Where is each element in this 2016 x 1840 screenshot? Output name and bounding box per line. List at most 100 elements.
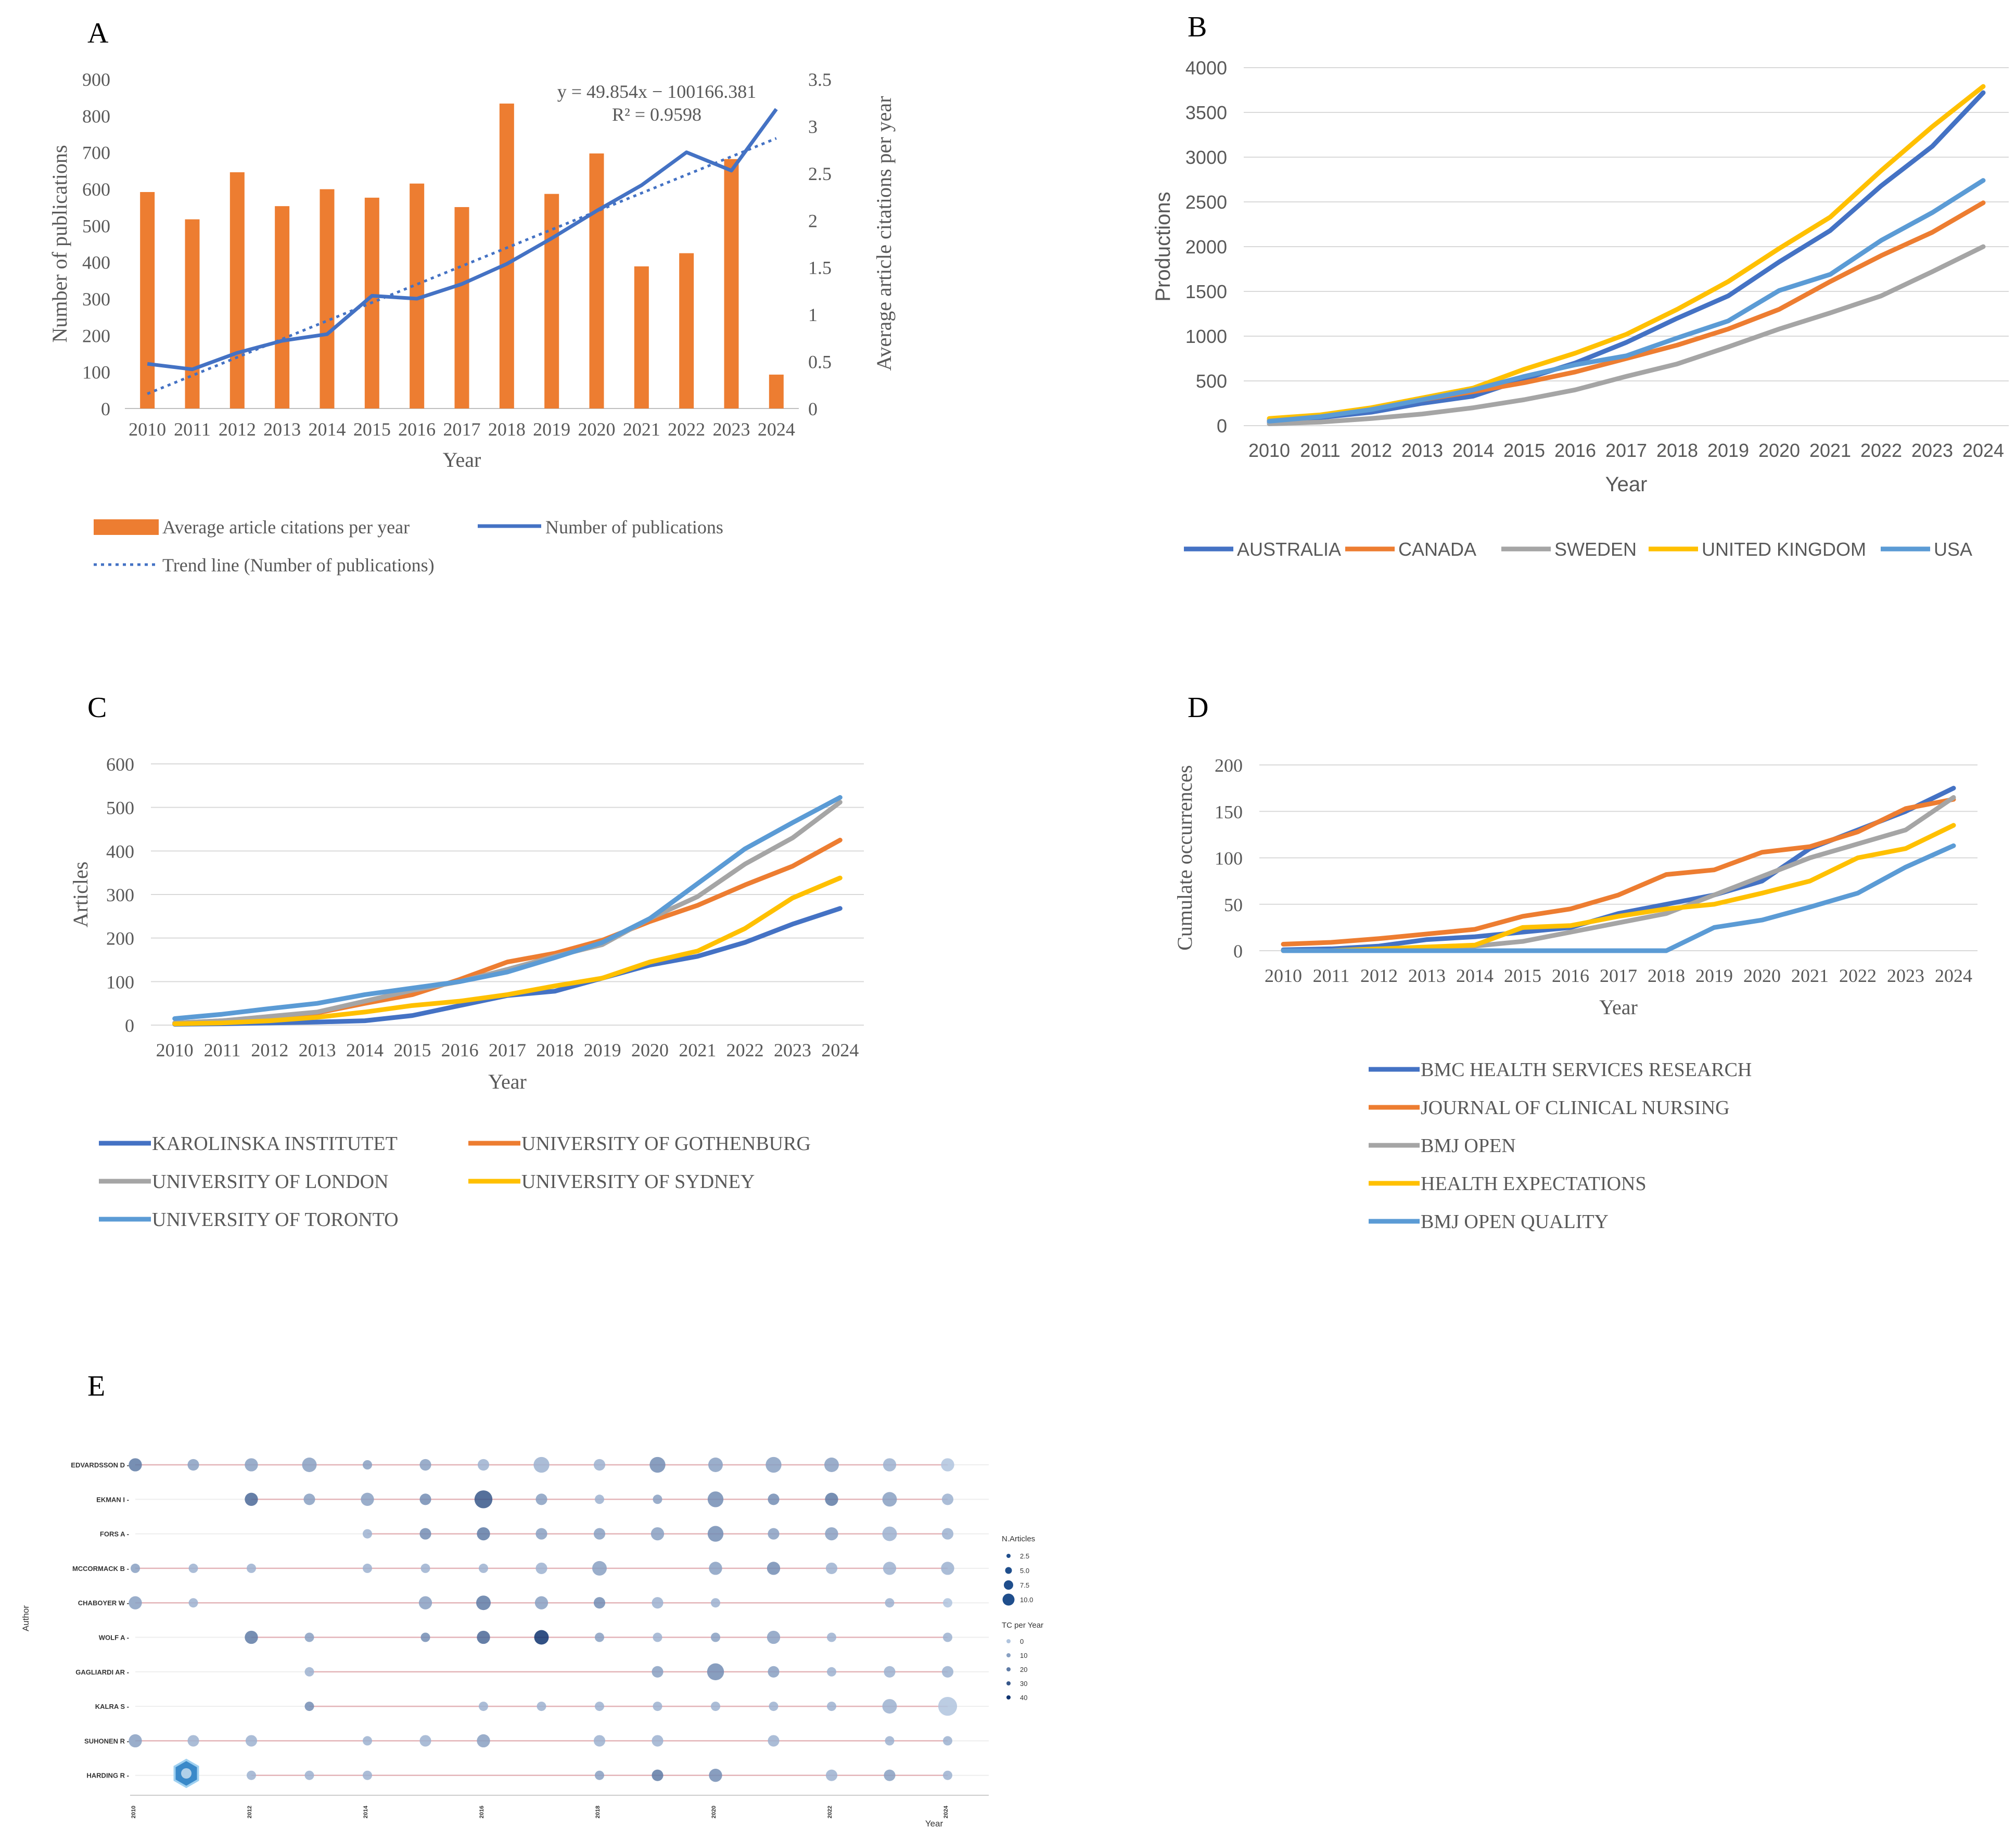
author-year-point	[245, 1492, 258, 1506]
y-tick-label: 800	[82, 106, 110, 126]
y-tick-label: 600	[106, 754, 134, 775]
panel-letter: A	[87, 17, 109, 49]
bar	[589, 153, 604, 408]
y-tick-label: 0	[125, 1015, 134, 1036]
author-year-point	[707, 1491, 724, 1507]
x-tick-label: 2022	[1839, 965, 1877, 986]
author-label: EKMAN I -	[96, 1496, 129, 1503]
bar	[769, 374, 784, 408]
author-year-point	[535, 1562, 547, 1574]
legend-label: UNIVERSITY OF SYDNEY	[521, 1171, 755, 1193]
author-year-point	[885, 1736, 895, 1746]
legend-label: Average article citations per year	[162, 517, 410, 538]
series-line-university-of-london	[172, 800, 843, 1026]
author-year-point	[304, 1667, 314, 1677]
series-line-sweden	[1267, 244, 1986, 427]
x-tick-label: 2019	[533, 419, 570, 440]
author-year-point	[304, 1702, 314, 1711]
author-year-point	[363, 1563, 372, 1573]
x-tick-label: 2016	[1554, 440, 1596, 461]
x-tick-label: 2020	[711, 1806, 717, 1818]
x-tick-label: 2018	[1648, 965, 1685, 986]
legend-label: Trend line (Number of publications)	[162, 555, 435, 576]
publications-line	[147, 108, 778, 372]
author-year-point	[419, 1735, 431, 1747]
x-tick-label: 2012	[1360, 965, 1398, 986]
author-year-point	[827, 1667, 836, 1677]
x-tick-label: 2024	[821, 1040, 859, 1060]
bar	[724, 159, 739, 408]
bar	[140, 192, 155, 408]
author-year-point	[824, 1458, 839, 1472]
series-line-united-kingdom	[1267, 84, 1986, 421]
x-tick-label: 2014	[346, 1040, 384, 1060]
x-tick-label: 2019	[584, 1040, 621, 1060]
author-year-point	[479, 1563, 488, 1573]
x-tick-label: 2011	[1300, 440, 1340, 461]
x-tick-label: 2017	[1605, 440, 1647, 461]
y-tick-label: 100	[106, 972, 134, 992]
y-tick-label: 600	[82, 179, 110, 200]
series-line-journal-of-clinical-nursing	[1281, 797, 1956, 947]
y-tick-label: 2500	[1185, 191, 1227, 213]
author-year-point	[537, 1702, 546, 1711]
author-year-point	[768, 1528, 780, 1540]
legend-label: HEALTH EXPECTATIONS	[1421, 1173, 1647, 1195]
legend-label: 30	[1020, 1680, 1027, 1688]
author-year-point	[245, 1735, 258, 1747]
x-tick-label: 2023	[1887, 965, 1924, 986]
author-year-point	[593, 1735, 606, 1747]
author-year-point	[595, 1702, 604, 1711]
legend-label: 2.5	[1020, 1552, 1029, 1560]
legend-size-dot	[1006, 1554, 1011, 1558]
author-year-point	[304, 1632, 314, 1642]
author-year-point	[649, 1456, 666, 1473]
author-year-point	[474, 1490, 493, 1509]
legend-label: BMJ OPEN QUALITY	[1421, 1211, 1609, 1233]
x-tick-label: 2017	[489, 1040, 526, 1060]
x-tick-label: 2024	[943, 1805, 949, 1818]
legend-label: JOURNAL OF CLINICAL NURSING	[1421, 1097, 1730, 1119]
legend-title: TC per Year	[1002, 1621, 1043, 1630]
author-year-point	[245, 1630, 258, 1644]
x-tick-label: 2016	[479, 1806, 485, 1818]
legend-label: SWEDEN	[1554, 539, 1637, 560]
legend-color-dot	[1006, 1667, 1011, 1671]
author-year-point	[882, 1699, 897, 1714]
y-tick-label: 400	[82, 252, 110, 273]
author-year-point	[593, 1528, 606, 1540]
author-year-point	[418, 1596, 432, 1609]
y-tick-label: 200	[1215, 755, 1243, 776]
author-year-point	[476, 1595, 491, 1611]
y-tick-label: 150	[1215, 801, 1243, 822]
x-tick-label: 2019	[1695, 965, 1733, 986]
author-year-point	[129, 1596, 142, 1609]
y-tick-label: 500	[1196, 370, 1227, 392]
author-year-point	[767, 1630, 781, 1644]
series-line-bmj-open	[1281, 795, 1956, 953]
author-year-point	[302, 1458, 317, 1472]
author-year-point	[650, 1527, 665, 1541]
panel-d: D 0 50 100 150 200 2010 2011 2012 2013 2014 2015 201…	[1173, 692, 1977, 1233]
author-year-point	[533, 1456, 550, 1473]
y2-tick-label: 1.5	[808, 258, 832, 278]
author-year-point	[188, 1598, 198, 1608]
bar	[499, 104, 514, 409]
author-year-point	[593, 1459, 606, 1471]
author-year-point	[247, 1770, 256, 1780]
author-year-point	[708, 1458, 723, 1472]
legend-label: UNIVERSITY OF TORONTO	[152, 1209, 399, 1231]
bar	[634, 266, 649, 408]
x-tick-label: 2014	[1452, 440, 1494, 461]
author-year-point	[535, 1528, 547, 1540]
legend-title: N.Articles	[1002, 1535, 1035, 1543]
author-year-point	[825, 1562, 838, 1574]
legend-label: 0	[1020, 1638, 1024, 1645]
y-tick-label: 1000	[1185, 326, 1227, 347]
y-tick-label: 300	[106, 885, 134, 905]
panel-letter: C	[87, 692, 107, 724]
author-year-point	[827, 1632, 836, 1642]
y-tick-label: 0	[1233, 941, 1243, 962]
y2-tick-label: 2.5	[808, 163, 832, 184]
author-year-point	[245, 1458, 258, 1472]
